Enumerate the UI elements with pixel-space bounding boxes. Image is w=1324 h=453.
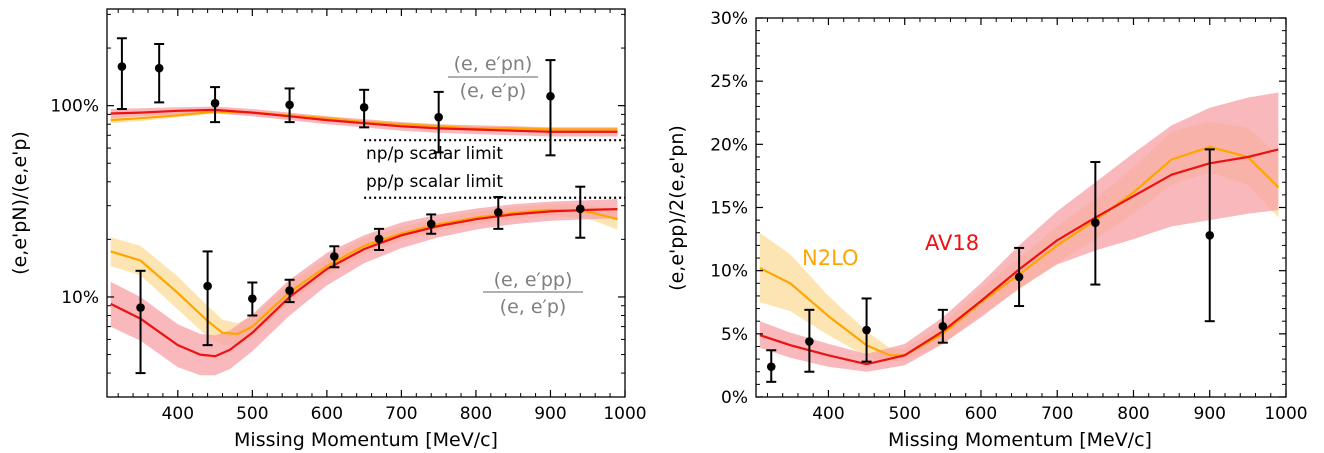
y-tick-label: 0% bbox=[721, 388, 748, 408]
data-point-pp_data bbox=[203, 281, 212, 291]
line-n2lo bbox=[759, 145, 1280, 357]
line-pp_n2lo bbox=[110, 208, 618, 336]
x-tick-label: 1000 bbox=[603, 404, 646, 424]
np-ratio-denominator: (e, e′p) bbox=[460, 80, 527, 102]
x-tick-label: 500 bbox=[236, 404, 268, 424]
y-tick-label: 20% bbox=[710, 135, 748, 155]
data-point-ratio_data bbox=[938, 321, 948, 331]
right-chart: 400 500 600 700 800 900 1000 0% 5% 10% 15% 20% 25% 30… bbox=[666, 9, 1308, 451]
legend-label-n2lo: N2LO bbox=[802, 246, 859, 270]
legend-label-av18: AV18 bbox=[925, 231, 979, 255]
pp-ratio-denominator: (e, e′p) bbox=[500, 296, 567, 318]
x-tick-label: 900 bbox=[1194, 404, 1226, 424]
x-tick-label: 500 bbox=[888, 404, 920, 424]
y-tick-label: 10% bbox=[710, 262, 748, 282]
pp-limit-label: pp/p scalar limit bbox=[366, 172, 503, 192]
x-tick-label: 900 bbox=[534, 404, 566, 424]
line-pp_av18 bbox=[110, 208, 618, 358]
data-point-np_data bbox=[434, 112, 443, 122]
data-point-ratio_data bbox=[766, 362, 776, 371]
right-x-axis-label: Missing Momentum [MeV/c] bbox=[888, 429, 1152, 451]
right-plot-frame bbox=[755, 17, 1287, 398]
data-point-np_data bbox=[210, 98, 220, 108]
data-point-ratio_data bbox=[1205, 230, 1215, 240]
data-point-pp_data bbox=[136, 303, 145, 312]
data-point-np_data bbox=[154, 63, 164, 73]
x-tick-label: 700 bbox=[385, 404, 417, 424]
data-point-ratio_data bbox=[1014, 272, 1024, 282]
data-point-np_data bbox=[359, 103, 369, 112]
data-point-pp_data bbox=[285, 286, 294, 295]
data-point-np_data bbox=[117, 62, 127, 71]
data-point-pp_data bbox=[374, 234, 384, 244]
data-point-np_data bbox=[285, 100, 294, 110]
y-tick-label: 25% bbox=[710, 72, 748, 92]
data-point-pp_data bbox=[248, 294, 257, 303]
data-point-pp_data bbox=[493, 208, 503, 217]
y-tick-label: 5% bbox=[721, 325, 748, 345]
data-point-np_data bbox=[546, 91, 555, 101]
x-tick-label: 400 bbox=[812, 404, 844, 424]
x-tick-label: 1000 bbox=[1264, 404, 1307, 424]
left-plot-frame bbox=[106, 8, 626, 398]
right-y-axis-label: (e,e'pp)/2(e,e'pn) bbox=[666, 125, 688, 291]
np-limit-label: np/p scalar limit bbox=[366, 144, 503, 164]
x-tick-label: 800 bbox=[1117, 404, 1149, 424]
pp-ratio-numerator: (e, e′pp) bbox=[494, 269, 573, 291]
y-tick-label: 100% bbox=[50, 97, 99, 117]
band-pp_av18 bbox=[110, 199, 618, 376]
np-ratio-numerator: (e, e′pn) bbox=[454, 53, 533, 75]
data-point-pp_data bbox=[330, 252, 339, 261]
left-x-axis-label: Missing Momentum [MeV/c] bbox=[234, 429, 498, 451]
left-y-axis-label: (e,e'pN)/(e,e'p) bbox=[9, 131, 31, 275]
data-point-pp_data bbox=[426, 219, 436, 229]
y-tick-label: 30% bbox=[710, 9, 748, 29]
x-tick-label: 600 bbox=[311, 404, 343, 424]
x-tick-label: 800 bbox=[460, 404, 492, 424]
x-tick-label: 700 bbox=[1041, 404, 1073, 424]
x-tick-label: 600 bbox=[965, 404, 997, 424]
y-tick-label: 10% bbox=[61, 288, 99, 308]
data-point-pp_data bbox=[575, 204, 585, 214]
data-point-ratio_data bbox=[1091, 218, 1100, 227]
band-av18 bbox=[759, 92, 1279, 372]
data-point-ratio_data bbox=[805, 337, 814, 346]
data-point-ratio_data bbox=[862, 325, 871, 335]
x-tick-label: 400 bbox=[162, 404, 194, 424]
y-tick-label: 15% bbox=[710, 199, 748, 219]
